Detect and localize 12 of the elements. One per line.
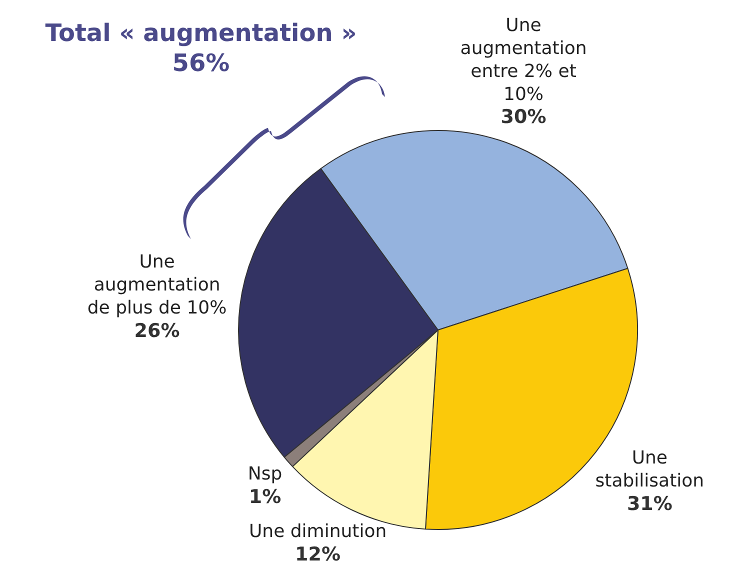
text: 56% (171, 48, 231, 78)
data-label: 31% (626, 492, 672, 515)
data-label: 12% (295, 543, 341, 566)
chart-title: Total « augmentation » (44, 18, 358, 48)
slice-label: Nsp (248, 464, 282, 485)
data-label: 26% (134, 320, 180, 342)
data-label: 1% (248, 486, 282, 508)
slice-label: Une augmentation de plus de 10% (87, 252, 227, 319)
slice-label: Une diminution (248, 521, 387, 542)
slice-label: Une stabilisation (595, 448, 704, 492)
slice-label: Une augmentation entre 2% et 10% (460, 14, 587, 105)
data-label: 30% (500, 106, 546, 128)
